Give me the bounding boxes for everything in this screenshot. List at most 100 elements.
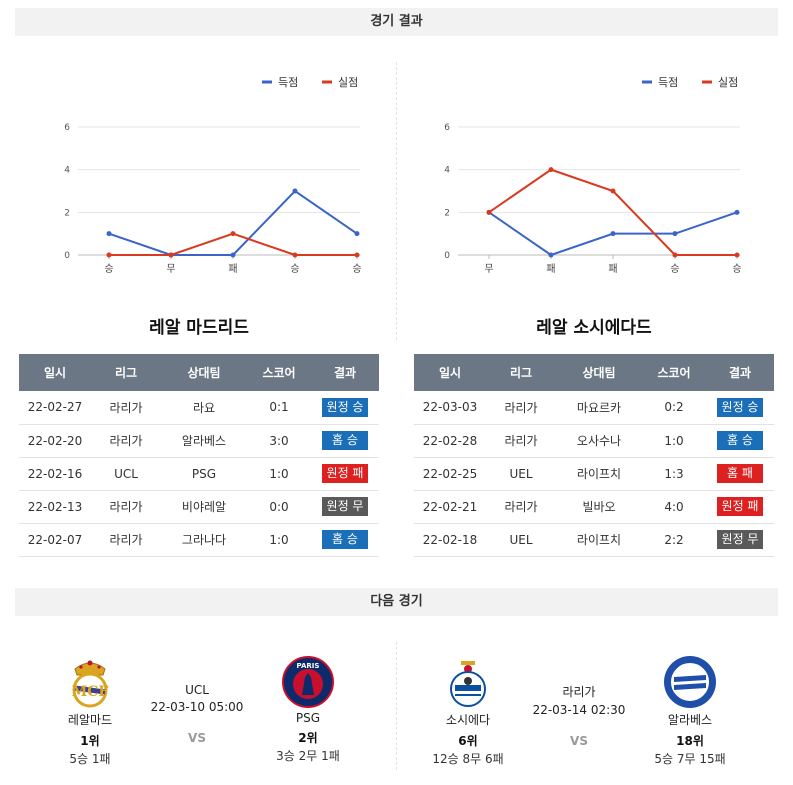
opponent-cell: 마요르카 (556, 391, 642, 425)
match-date-cell: 22-02-27 (19, 391, 91, 425)
opponent-cell: 그라나다 (161, 523, 247, 557)
data-point (292, 252, 298, 258)
match-date-cell: 22-02-18 (414, 523, 486, 557)
result-cell: 원정 무 (706, 523, 774, 557)
svg-text:MCF: MCF (72, 684, 109, 700)
y-tick-label: 6 (64, 123, 70, 133)
result-badge: 원정 패 (322, 464, 368, 483)
result-badge: 원정 승 (717, 397, 763, 417)
data-point (354, 252, 360, 258)
results-table-real-madrid: 일시 리그 상대팀 스코어 결과 22-02-27 라리가 라요 0:1 원정 승 22-… (19, 354, 379, 557)
result-cell: 홈 승 (311, 424, 379, 458)
table-row: 22-03-03 라리가 마요르카 0:2 원정 승 (414, 391, 774, 425)
home-team-name: 소시에다 (445, 713, 491, 727)
result-cell: 홈 승 (311, 523, 379, 557)
result-badge: 원정 무 (717, 530, 763, 549)
match-date-cell: 22-02-28 (414, 424, 486, 458)
table-row: 22-02-07 라리가 그라나다 1:0 홈 승 (19, 523, 379, 557)
result-cell: 홈 승 (706, 424, 774, 458)
opponent-cell: 라요 (161, 391, 247, 425)
data-point (734, 209, 740, 215)
column-header-date: 일시 (19, 354, 91, 391)
x-tick-label: 패 (546, 263, 555, 275)
league-cell: 라리가 (91, 523, 161, 557)
next-match-card: MCF 레알마드 1위 5승 1패 UCL 22-03-10 05:00 VS … (40, 655, 370, 766)
result-cell: 홈 패 (706, 457, 774, 491)
league-cell: 라리가 (91, 391, 161, 425)
data-point (354, 231, 360, 237)
result-cell: 원정 패 (311, 457, 379, 491)
legend-label: 실점 (718, 76, 738, 89)
series-line (109, 232, 357, 256)
column-header-result: 결과 (706, 354, 774, 391)
result-badge: 원정 패 (717, 497, 763, 516)
data-point (548, 252, 554, 258)
column-header-opponent: 상대팀 (161, 354, 247, 391)
data-point (230, 231, 236, 237)
data-point (610, 231, 616, 237)
opponent-cell: 빌바오 (556, 490, 642, 524)
match-datetime: 22-03-14 02:30 (532, 703, 626, 717)
chart-svg: 득점 실점 0 2 4 6 승 무 패 승 승 (64, 76, 361, 275)
result-badge: 홈 승 (322, 530, 368, 549)
league-cell: 라리가 (91, 490, 161, 524)
y-tick-label: 4 (444, 166, 450, 176)
home-team-name: 레알마드 (67, 713, 113, 727)
home-team-rank: 1위 (80, 734, 100, 748)
league-cell: UEL (486, 457, 556, 491)
score-cell: 1:0 (247, 523, 311, 557)
data-point (230, 252, 236, 258)
match-league: 라리가 (562, 685, 596, 699)
result-cell: 원정 승 (706, 391, 774, 425)
away-team-rank: 18위 (676, 734, 704, 748)
column-header-result: 결과 (311, 354, 379, 391)
x-tick-label: 승 (670, 263, 679, 275)
vs-label: VS (570, 734, 588, 748)
recent-form-chart-real-sociedad: 득점 실점 0 2 4 6 무 패 패 승 승 (425, 62, 755, 282)
away-team: 알라베스 18위 5승 7무 15패 (640, 655, 740, 767)
away-team-name: PSG (295, 711, 321, 725)
x-tick-label: 승 (104, 263, 113, 275)
recent-form-chart-real-madrid: 득점 실점 0 2 4 6 승 무 패 승 승 (45, 62, 375, 282)
data-point (292, 188, 298, 194)
table-row: 22-02-20 라리가 알라베스 3:0 홈 승 (19, 424, 379, 458)
table-row: 22-02-27 라리가 라요 0:1 원정 승 (19, 391, 379, 425)
opponent-cell: 알라베스 (161, 424, 247, 458)
score-cell: 1:0 (642, 424, 706, 458)
result-badge: 홈 패 (717, 464, 763, 483)
opponent-cell: 라이프치 (556, 457, 642, 491)
opponent-cell: 오사수나 (556, 424, 642, 458)
svg-text:PARIS: PARIS (297, 662, 320, 670)
away-team-record: 3승 2무 1패 (276, 749, 340, 763)
score-cell: 0:1 (247, 391, 311, 425)
x-tick-label: 승 (290, 263, 299, 275)
result-badge: 원정 무 (322, 497, 368, 516)
home-team: 소시에다 6위 12승 8무 6패 (418, 655, 518, 767)
opponent-cell: 라이프치 (556, 523, 642, 557)
y-tick-label: 0 (444, 251, 450, 261)
result-cell: 원정 승 (311, 391, 379, 425)
vs-label: VS (188, 731, 206, 745)
league-cell: 라리가 (486, 490, 556, 524)
league-cell: 라리가 (486, 424, 556, 458)
series-line (108, 189, 358, 256)
x-tick-label: 무 (484, 264, 493, 275)
result-cell: 원정 무 (311, 490, 379, 524)
legend-label: 득점 (658, 76, 678, 89)
match-league: UCL (185, 683, 209, 697)
alaves-crest-icon (664, 656, 716, 708)
legend-label: 실점 (338, 76, 358, 89)
table-row: 22-02-16 UCL PSG 1:0 원정 패 (19, 457, 379, 491)
team-title-real-madrid: 레알 마드리드 (149, 318, 249, 338)
away-team-record: 5승 7무 15패 (654, 752, 726, 766)
result-badge: 원정 승 (322, 397, 368, 417)
table-header-row: 일시 리그 상대팀 스코어 결과 (414, 354, 774, 391)
psg-crest-icon: PARIS (282, 656, 334, 708)
y-tick-label: 2 (64, 208, 70, 218)
opponent-cell: PSG (161, 457, 247, 491)
data-point (548, 167, 554, 173)
league-cell: 라리가 (486, 391, 556, 425)
result-cell: 원정 패 (706, 490, 774, 524)
opponent-cell: 비야레알 (161, 490, 247, 524)
